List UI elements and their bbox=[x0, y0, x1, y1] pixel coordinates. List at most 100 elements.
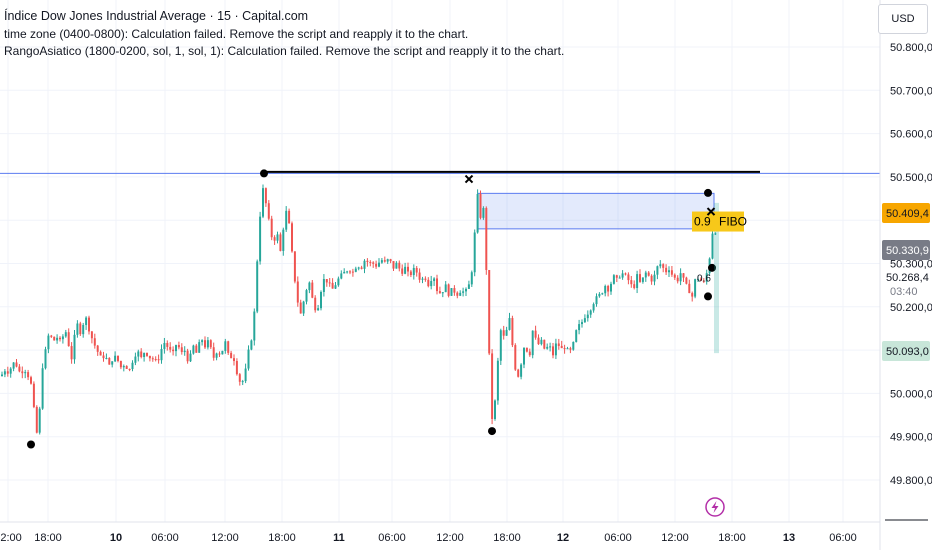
candle-body bbox=[525, 347, 528, 352]
swing-point-marker bbox=[488, 427, 496, 436]
candle-body bbox=[32, 383, 35, 407]
candle-body bbox=[343, 271, 346, 274]
candle-body bbox=[44, 349, 47, 369]
candle-body bbox=[125, 366, 128, 369]
candle-body bbox=[279, 234, 282, 251]
candle-body bbox=[528, 351, 531, 356]
candle-body bbox=[427, 279, 430, 287]
candle-body bbox=[676, 277, 679, 282]
candle-body bbox=[372, 262, 375, 264]
candle-body bbox=[134, 356, 137, 363]
candle-body bbox=[363, 260, 366, 269]
candle-body bbox=[639, 274, 641, 282]
currency-button[interactable]: USD bbox=[878, 4, 928, 34]
candle-body bbox=[714, 233, 717, 235]
candle-body bbox=[633, 284, 636, 289]
candle-body bbox=[610, 283, 612, 292]
candle-body bbox=[496, 360, 499, 401]
candle-body bbox=[47, 335, 50, 350]
candle-body bbox=[630, 280, 633, 285]
candle-body bbox=[430, 281, 433, 287]
candle-body bbox=[694, 279, 697, 297]
candle-body bbox=[227, 341, 230, 353]
candle-body bbox=[201, 340, 204, 343]
candle-body bbox=[59, 337, 61, 340]
candle-body bbox=[331, 282, 334, 289]
candle-body bbox=[119, 360, 122, 368]
candle-body bbox=[517, 369, 520, 377]
candle-body bbox=[447, 284, 450, 296]
candle-body bbox=[24, 372, 27, 374]
y-tick-label: 49.900,0 bbox=[890, 432, 932, 444]
price-badge: 50.330,9 bbox=[886, 245, 929, 257]
candle-body bbox=[163, 342, 166, 350]
candle-body bbox=[233, 358, 235, 362]
candle-body bbox=[369, 262, 372, 264]
candle-body bbox=[656, 266, 659, 275]
candle-body bbox=[244, 368, 247, 382]
candle-body bbox=[450, 288, 453, 296]
candle-body bbox=[64, 332, 67, 337]
range-box bbox=[477, 192, 715, 230]
candle-body bbox=[711, 233, 714, 259]
candle-body bbox=[670, 270, 673, 275]
candle-body bbox=[470, 272, 473, 285]
x-tick-label: 18:00 bbox=[718, 532, 746, 544]
y-tick-label: 50.600,0 bbox=[890, 129, 932, 141]
candle-body bbox=[409, 271, 412, 276]
candle-body bbox=[578, 324, 581, 331]
y-tick-label: 50.300,0 bbox=[890, 259, 932, 271]
price-badge-bg bbox=[882, 203, 930, 223]
candle-body bbox=[143, 352, 146, 358]
candle-body bbox=[102, 355, 105, 359]
swing-point-marker bbox=[27, 440, 35, 449]
candle-body bbox=[270, 218, 273, 238]
candle-body bbox=[157, 359, 160, 361]
fibo-partial-label: 0.9 bbox=[694, 215, 711, 229]
lightning-icon-glyph bbox=[711, 501, 719, 513]
x-tick-label: 18:00 bbox=[493, 532, 521, 544]
candle-body bbox=[586, 314, 589, 319]
candle-body bbox=[485, 208, 488, 270]
candle-body bbox=[137, 351, 140, 357]
candle-body bbox=[679, 273, 682, 282]
candle-body bbox=[79, 323, 82, 335]
x-marker-icon bbox=[464, 174, 474, 184]
candle-body bbox=[267, 203, 270, 219]
candle-body bbox=[285, 210, 288, 230]
x-tick-label: 06:00 bbox=[378, 532, 406, 544]
candle-body bbox=[256, 261, 259, 312]
candle-body bbox=[459, 292, 462, 296]
candle-body bbox=[615, 275, 618, 278]
swing-point-marker bbox=[708, 263, 716, 272]
candle-body bbox=[563, 348, 566, 350]
candle-body bbox=[589, 310, 592, 315]
candle-body bbox=[151, 358, 154, 360]
price-badge: 50.093,0 bbox=[886, 346, 929, 358]
partial-level-label: 0.6 bbox=[697, 273, 711, 284]
candle-body bbox=[607, 285, 610, 292]
candle-body bbox=[404, 266, 407, 274]
y-tick-label: 50.000,0 bbox=[890, 388, 932, 400]
candle-body bbox=[53, 336, 56, 341]
candle-body bbox=[73, 334, 76, 360]
y-tick-label: 50.700,0 bbox=[890, 85, 932, 97]
candle-body bbox=[389, 259, 392, 262]
candle-body bbox=[169, 346, 172, 350]
fibo-x-marker-icon bbox=[706, 207, 716, 216]
candle-body bbox=[206, 340, 209, 348]
chart-legend: Índice Dow Jones Industrial Average · 15… bbox=[4, 8, 564, 61]
candle-body bbox=[552, 346, 554, 356]
candle-body bbox=[366, 260, 369, 263]
candle-body bbox=[114, 355, 117, 362]
candle-body bbox=[70, 346, 73, 360]
candle-body bbox=[56, 337, 59, 341]
candle-body bbox=[296, 281, 299, 303]
candle-body bbox=[195, 345, 198, 353]
candle-body bbox=[575, 330, 578, 342]
candle-body bbox=[502, 330, 505, 336]
candle-body bbox=[204, 340, 206, 348]
candle-body bbox=[175, 345, 177, 352]
